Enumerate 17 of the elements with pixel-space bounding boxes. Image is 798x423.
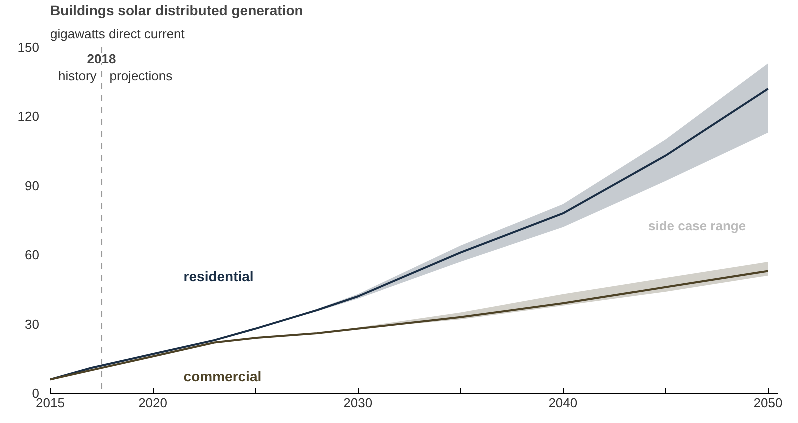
x-tick-label: 2020 xyxy=(138,396,168,410)
y-tick-label: 120 xyxy=(18,109,40,124)
annotation: side case range xyxy=(648,218,746,234)
x-tick-label: 2050 xyxy=(754,396,783,410)
annotation: history xyxy=(58,68,98,84)
y-tick-label: 30 xyxy=(25,316,40,332)
chart-title: Buildings solar distributed generation xyxy=(50,2,304,18)
y-tick-label: 150 xyxy=(18,40,40,55)
y-tick-label: 90 xyxy=(25,178,40,194)
annotation: projections xyxy=(110,68,174,84)
chart-subtitle: gigawatts direct current xyxy=(50,26,186,42)
series-label: commercial xyxy=(184,368,262,385)
text: residential xyxy=(184,268,254,284)
ref-line-label: 2018 xyxy=(87,52,116,66)
y-tick-label: 60 xyxy=(25,248,40,263)
x-tick-label: 2030 xyxy=(344,396,373,410)
x-tick-label: 2040 xyxy=(548,396,578,410)
